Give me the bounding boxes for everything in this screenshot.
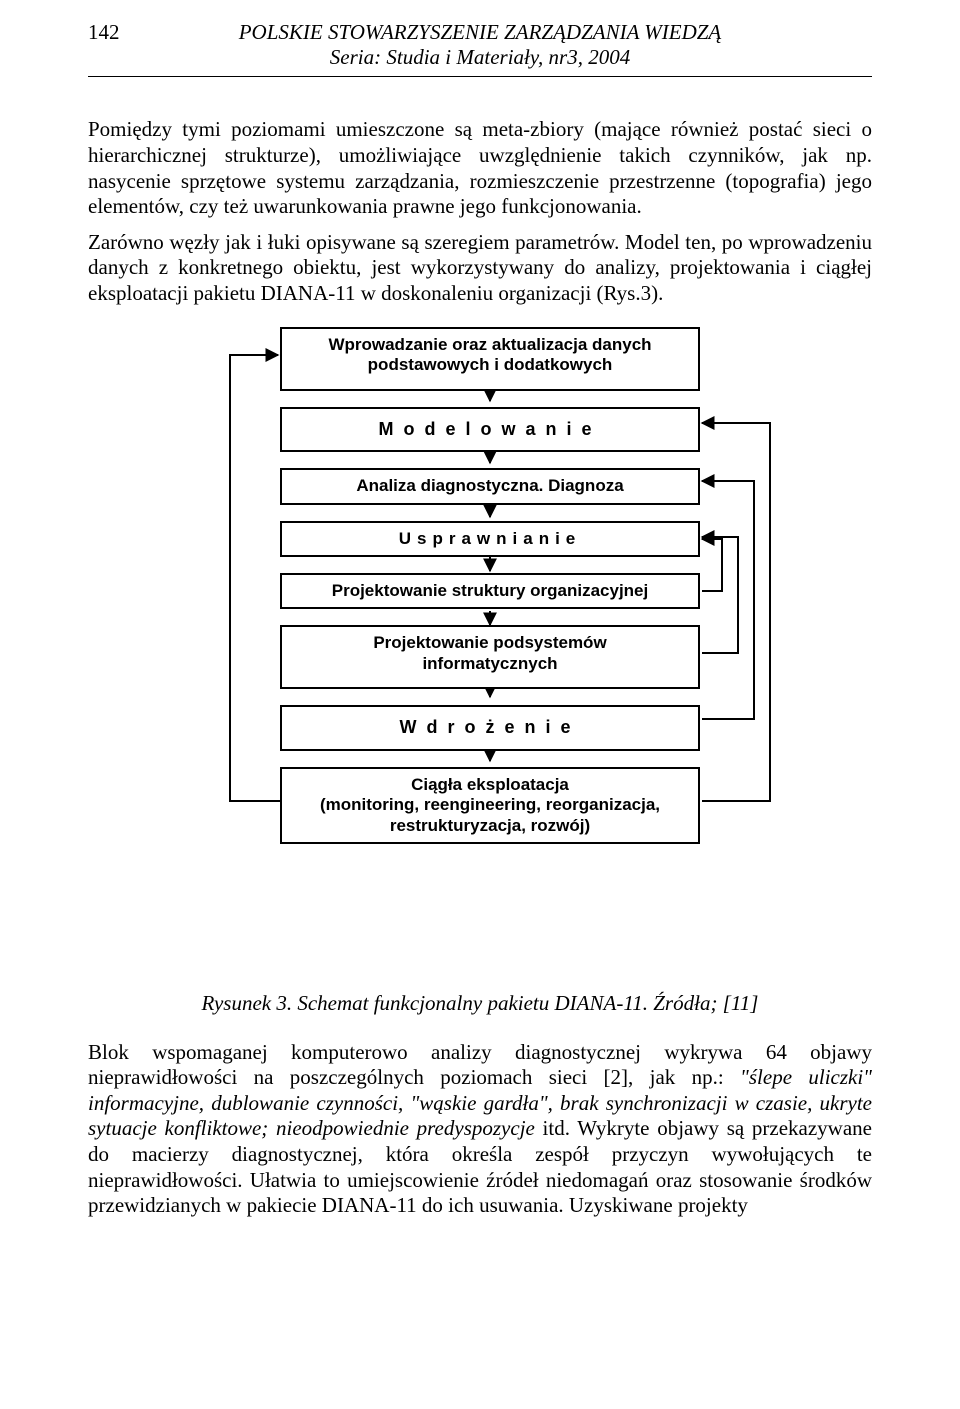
diagram-box-b8: Ciągła eksploatacja(monitoring, reengine…	[280, 767, 700, 844]
header-rule	[88, 76, 872, 77]
diagram-box-b3: Analiza diagnostyczna. Diagnoza	[280, 468, 700, 504]
body-paragraph-1: Pomiędzy tymi poziomami umieszczone są m…	[88, 117, 872, 219]
page-header: 142 POLSKIE STOWARZYSZENIE ZARZĄDZANIA W…	[88, 20, 872, 70]
diagram-box-b4: Usprawnianie	[280, 521, 700, 557]
diagram-box-b7: Wdrożenie	[280, 705, 700, 751]
diagram-box-b2: Modelowanie	[280, 407, 700, 453]
body-paragraph-2: Zarówno węzły jak i łuki opisywane są sz…	[88, 230, 872, 307]
diagram-box-b6: Projektowanie podsystemówinformatycznych	[280, 625, 700, 689]
header-title-block: POLSKIE STOWARZYSZENIE ZARZĄDZANIA WIEDZ…	[138, 20, 822, 70]
diagram-box-stack: Wprowadzanie oraz aktualizacja danychpod…	[280, 327, 700, 845]
diagram-box-b1: Wprowadzanie oraz aktualizacja danychpod…	[280, 327, 700, 391]
diagram-box-b5: Projektowanie struktury organizacyjnej	[280, 573, 700, 609]
figure-caption: Rysunek 3. Schemat funkcjonalny pakietu …	[88, 991, 872, 1016]
header-line-1: POLSKIE STOWARZYSZENIE ZARZĄDZANIA WIEDZ…	[138, 20, 822, 45]
body-paragraph-3: Blok wspomaganej komputerowo analizy dia…	[88, 1040, 872, 1219]
figure-diagram: Wprowadzanie oraz aktualizacja danychpod…	[170, 321, 790, 951]
header-line-2: Seria: Studia i Materiały, nr3, 2004	[138, 45, 822, 70]
page-number: 142	[88, 20, 138, 45]
